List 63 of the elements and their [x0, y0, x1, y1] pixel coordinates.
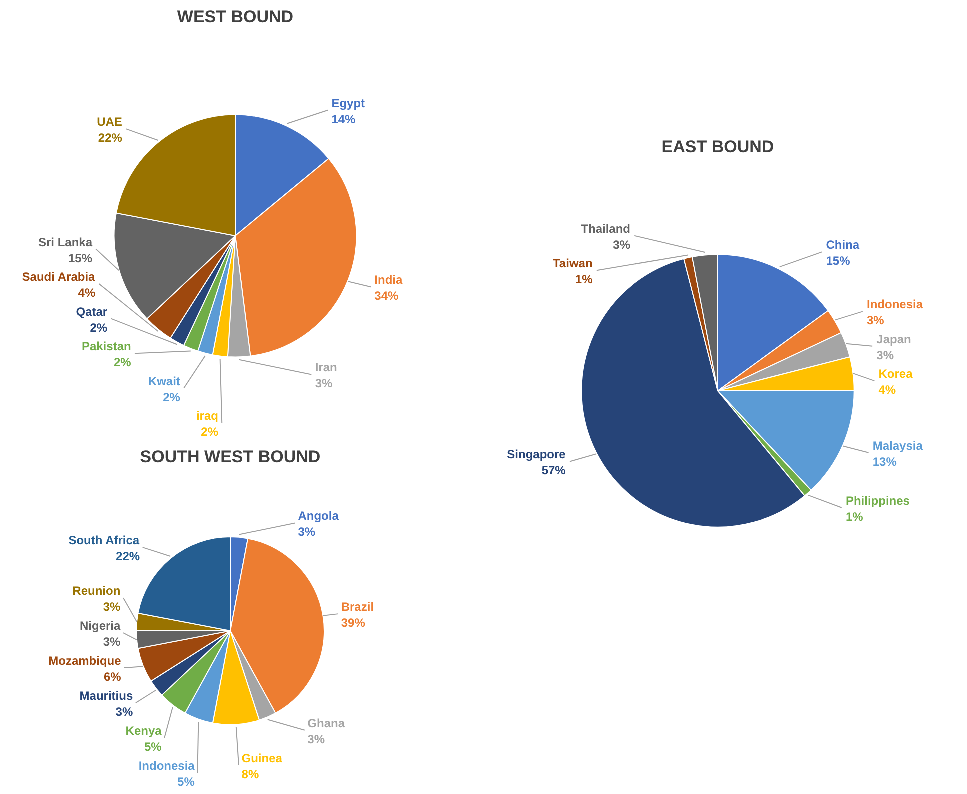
data-label: 3%: [116, 705, 134, 720]
data-label: 3%: [308, 732, 326, 746]
data-label: 3%: [613, 238, 631, 252]
data-label: 15%: [826, 254, 851, 268]
slice-label: India: [374, 273, 404, 288]
data-label: 2%: [114, 356, 132, 370]
slice-label: Kenya: [126, 724, 162, 738]
slice-label: Singapore: [507, 448, 566, 462]
data-label: 1%: [575, 272, 594, 287]
data-label: 3%: [867, 314, 885, 328]
data-label: 1%: [846, 510, 864, 524]
slice-label: Guinea: [242, 751, 283, 766]
slice-label: Indonesia: [867, 298, 924, 312]
slice-label: Ghana: [308, 716, 346, 730]
data-label: 3%: [876, 348, 894, 362]
slice-label: Thailand: [581, 222, 631, 236]
data-label: 3%: [315, 376, 333, 391]
slice-label: Sri Lanka: [38, 235, 93, 250]
data-label: 13%: [872, 454, 898, 469]
slice-label: Reunion: [72, 584, 121, 598]
data-label: 22%: [116, 550, 140, 564]
data-label: 3%: [298, 525, 316, 540]
slice-label: South Africa: [68, 534, 140, 548]
data-label: 2%: [90, 320, 108, 335]
data-label: 15%: [68, 251, 93, 266]
slice-label: UAE: [97, 115, 122, 130]
data-label: 3%: [103, 635, 121, 650]
slice-label: Japan: [876, 332, 912, 346]
slice-label: Iran: [315, 360, 338, 375]
data-label: 2%: [201, 425, 219, 440]
data-label: 3%: [103, 600, 121, 614]
slice-label: Pakistan: [82, 340, 132, 354]
slice-label: Mauritius: [80, 689, 134, 704]
chart-title: WEST BOUND: [177, 8, 294, 26]
slice-label: Indonesia: [138, 759, 196, 774]
data-label: 5%: [144, 740, 162, 754]
data-label: 39%: [341, 616, 366, 630]
slice-label: Philippines: [846, 494, 910, 508]
data-label: 2%: [163, 390, 181, 404]
slice-label: Malaysia: [872, 438, 924, 453]
chart-title: EAST BOUND: [662, 138, 774, 156]
data-label: 4%: [78, 286, 96, 300]
slice-label: Egypt: [332, 96, 366, 110]
chart-title: SOUTH WEST BOUND: [140, 448, 321, 466]
slice-label: Qatar: [76, 304, 108, 319]
data-label: 6%: [104, 670, 122, 684]
slice-label: Taiwan: [552, 256, 593, 271]
slice-label: Angola: [298, 509, 340, 524]
data-label: 22%: [98, 131, 123, 146]
data-label: 5%: [178, 775, 196, 790]
slice-label: Korea: [878, 367, 914, 382]
data-label: 8%: [242, 767, 260, 782]
slice-label: Kwait: [148, 374, 180, 388]
slice-label: iraq: [196, 409, 218, 424]
data-label: 34%: [374, 289, 400, 304]
data-label: 4%: [878, 383, 896, 398]
slice-label: Mozambique: [48, 654, 122, 668]
data-label: 57%: [542, 464, 566, 478]
slice-label: Brazil: [341, 600, 374, 614]
slice-label: Nigeria: [80, 619, 121, 634]
slice-label: Saudi Arabia: [22, 270, 96, 284]
slice-label: China: [826, 238, 860, 252]
data-label: 14%: [332, 112, 356, 126]
